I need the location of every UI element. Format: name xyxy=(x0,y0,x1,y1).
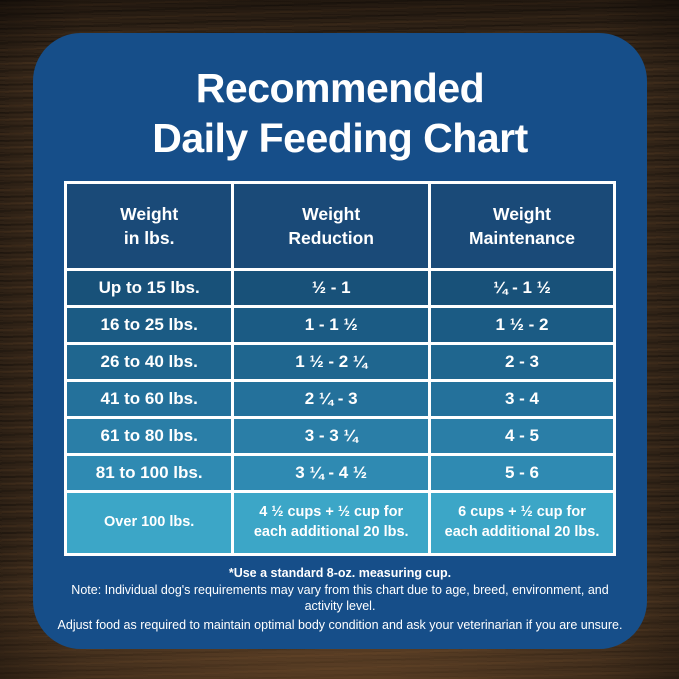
header-weight-cell: Weight in lbs. xyxy=(67,184,232,269)
reduction-cell: 3 - 3 ¼ xyxy=(234,419,429,454)
weight-cell: 16 to 25 lbs. xyxy=(67,308,232,343)
page-title-line2: Daily Feeding Chart xyxy=(152,115,528,162)
maintenance-cell: ¼ - 1 ½ xyxy=(431,271,613,306)
reduction-cell: 1 - 1 ½ xyxy=(234,308,429,343)
reduction-cell: 3 ¼ - 4 ½ xyxy=(234,456,429,491)
weight-cell: 81 to 100 lbs. xyxy=(67,456,232,491)
reduction-cell: 1 ½ - 2 ¼ xyxy=(234,345,429,380)
measuring-cup-footnote: *Use a standard 8-oz. measuring cup. xyxy=(228,566,452,581)
reduction-cell: ½ - 1 xyxy=(234,271,429,306)
feeding-chart-card: Recommended Daily Feeding Chart Weight in… xyxy=(33,33,647,649)
header-reduction-cell: Weight Reduction xyxy=(234,184,429,269)
page-title: Recommended Daily Feeding Chart xyxy=(43,63,637,163)
weight-cell: 26 to 40 lbs. xyxy=(67,345,232,380)
note-line-2: Adjust food as required to maintain opti… xyxy=(57,617,623,632)
maintenance-cell: 4 - 5 xyxy=(431,419,613,454)
reduction-cell: 4 ½ cups + ½ cup for each additional 20 … xyxy=(234,493,429,554)
maintenance-cell: 1 ½ - 2 xyxy=(431,308,613,343)
maintenance-cell: 5 - 6 xyxy=(431,456,613,491)
weight-cell: Up to 15 lbs. xyxy=(67,271,232,306)
table-row: Over 100 lbs. 4 ½ cups + ½ cup for each a… xyxy=(67,493,613,554)
maintenance-cell: 3 - 4 xyxy=(431,382,613,417)
weight-cell: 41 to 60 lbs. xyxy=(67,382,232,417)
weight-cell: Over 100 lbs. xyxy=(67,493,232,554)
feeding-table: Weight in lbs. Weight Reduction Weight Mai… xyxy=(64,181,616,557)
header-maintenance-cell: Weight Maintenance xyxy=(431,184,613,269)
note-line-1: Note: Individual dog's requirements may … xyxy=(71,583,609,614)
weight-cell: 61 to 80 lbs. xyxy=(67,419,232,454)
maintenance-cell: 6 cups + ½ cup for each additional 20 lb… xyxy=(431,493,613,554)
page-title-line1: Recommended xyxy=(195,65,485,111)
reduction-cell: 2 ¼ - 3 xyxy=(234,382,429,417)
maintenance-cell: 2 - 3 xyxy=(431,345,613,380)
table-header-row: Weight in lbs. Weight Reduction Weight Mai… xyxy=(67,184,613,269)
